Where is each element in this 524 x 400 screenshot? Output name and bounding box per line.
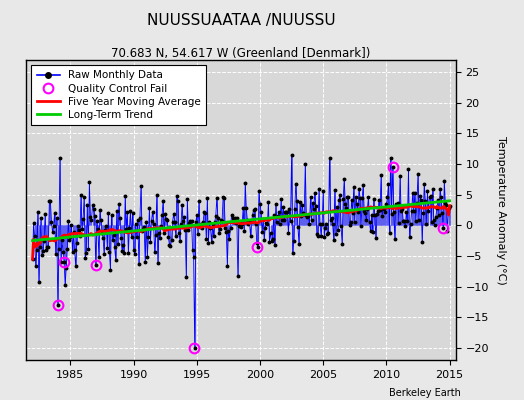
Y-axis label: Temperature Anomaly (°C): Temperature Anomaly (°C) — [496, 136, 506, 284]
Text: NUUSSUAATAA /NUUSSU: NUUSSUAATAA /NUUSSU — [147, 13, 335, 28]
Title: 70.683 N, 54.617 W (Greenland [Denmark]): 70.683 N, 54.617 W (Greenland [Denmark]) — [112, 47, 370, 60]
Legend: Raw Monthly Data, Quality Control Fail, Five Year Moving Average, Long-Term Tren: Raw Monthly Data, Quality Control Fail, … — [31, 65, 206, 125]
Text: Berkeley Earth: Berkeley Earth — [389, 388, 461, 398]
